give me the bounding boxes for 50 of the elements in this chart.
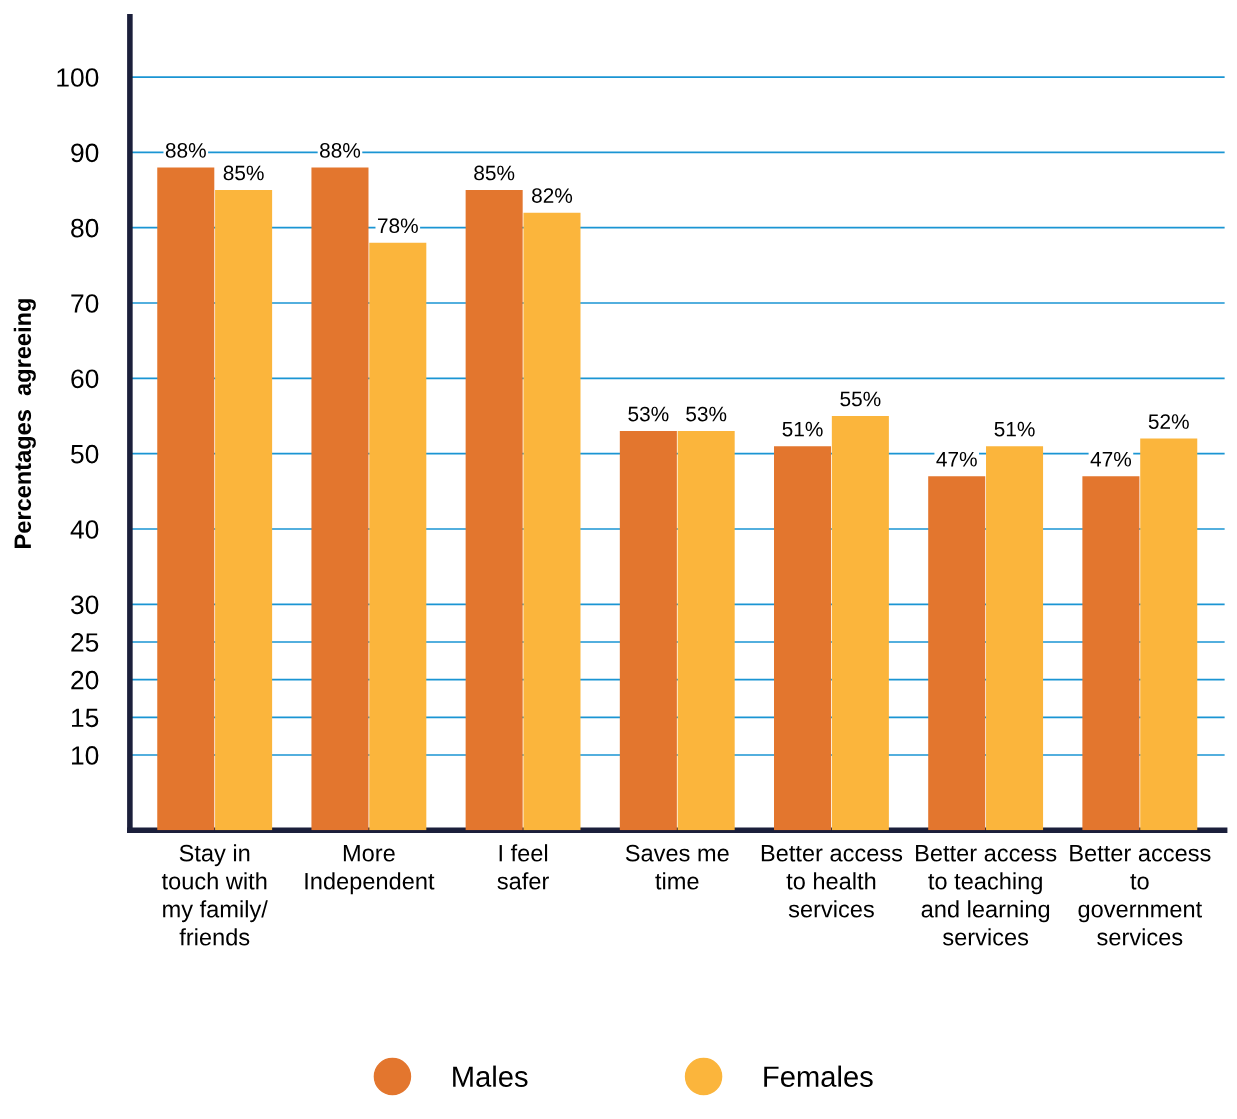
- data-label: 85%: [474, 165, 515, 181]
- x-tick-label: I feel safer: [497, 844, 549, 890]
- bar: [986, 446, 1044, 831]
- data-label: 88%: [165, 143, 206, 158]
- bar: [523, 212, 581, 831]
- x-tick-label: Better access to health services: [761, 845, 903, 918]
- data-label: 55%: [840, 391, 881, 407]
- data-label: 51%: [782, 421, 823, 437]
- y-tick-label: 60: [71, 369, 99, 389]
- bar: [677, 431, 735, 831]
- bar: [774, 446, 832, 831]
- legend-label: Females: [764, 1065, 873, 1087]
- x-tick-label: Better access to government services: [1070, 845, 1211, 946]
- data-label: 53%: [686, 406, 727, 422]
- y-tick-label: 40: [70, 520, 99, 539]
- y-tick-label: 90: [71, 143, 99, 163]
- bar: [619, 431, 677, 831]
- y-tick-label: 30: [70, 595, 99, 615]
- bar: [1140, 438, 1198, 831]
- data-label: 85%: [223, 165, 264, 181]
- bar: [215, 190, 273, 831]
- legend-label: Males: [453, 1065, 528, 1087]
- data-label: 47%: [936, 451, 977, 467]
- x-tick-label: Saves me time: [625, 844, 729, 890]
- y-tick-label: 70: [71, 294, 99, 313]
- y-tick-label: 15: [71, 708, 99, 728]
- y-axis-title: Percentages agreeing: [13, 299, 36, 548]
- y-tick-label: 25: [71, 633, 99, 652]
- data-label: 78%: [378, 218, 418, 234]
- bar: [1082, 476, 1140, 831]
- data-label: 52%: [1148, 414, 1189, 429]
- data-label: 82%: [532, 188, 573, 203]
- x-tick-label: Stay in touch with my family/ friends: [161, 844, 268, 946]
- data-label: 88%: [320, 143, 361, 158]
- bar: [928, 476, 986, 831]
- y-tick-label: 10: [71, 746, 99, 765]
- data-label: 47%: [1090, 451, 1132, 467]
- y-tick-label: 50: [71, 444, 99, 464]
- bar: [465, 190, 523, 831]
- data-label: 53%: [628, 406, 669, 422]
- bar: [157, 167, 215, 831]
- y-tick-label: 20: [71, 670, 99, 690]
- bar: [311, 167, 369, 831]
- bar: [369, 242, 427, 831]
- y-tick-label: 100: [57, 68, 99, 87]
- x-tick-label: Better access to teaching and learning services: [916, 845, 1057, 946]
- data-label: 51%: [994, 421, 1035, 437]
- x-tick-label: More Independent: [305, 845, 435, 895]
- y-tick-label: 80: [71, 218, 99, 238]
- bar: [831, 416, 889, 831]
